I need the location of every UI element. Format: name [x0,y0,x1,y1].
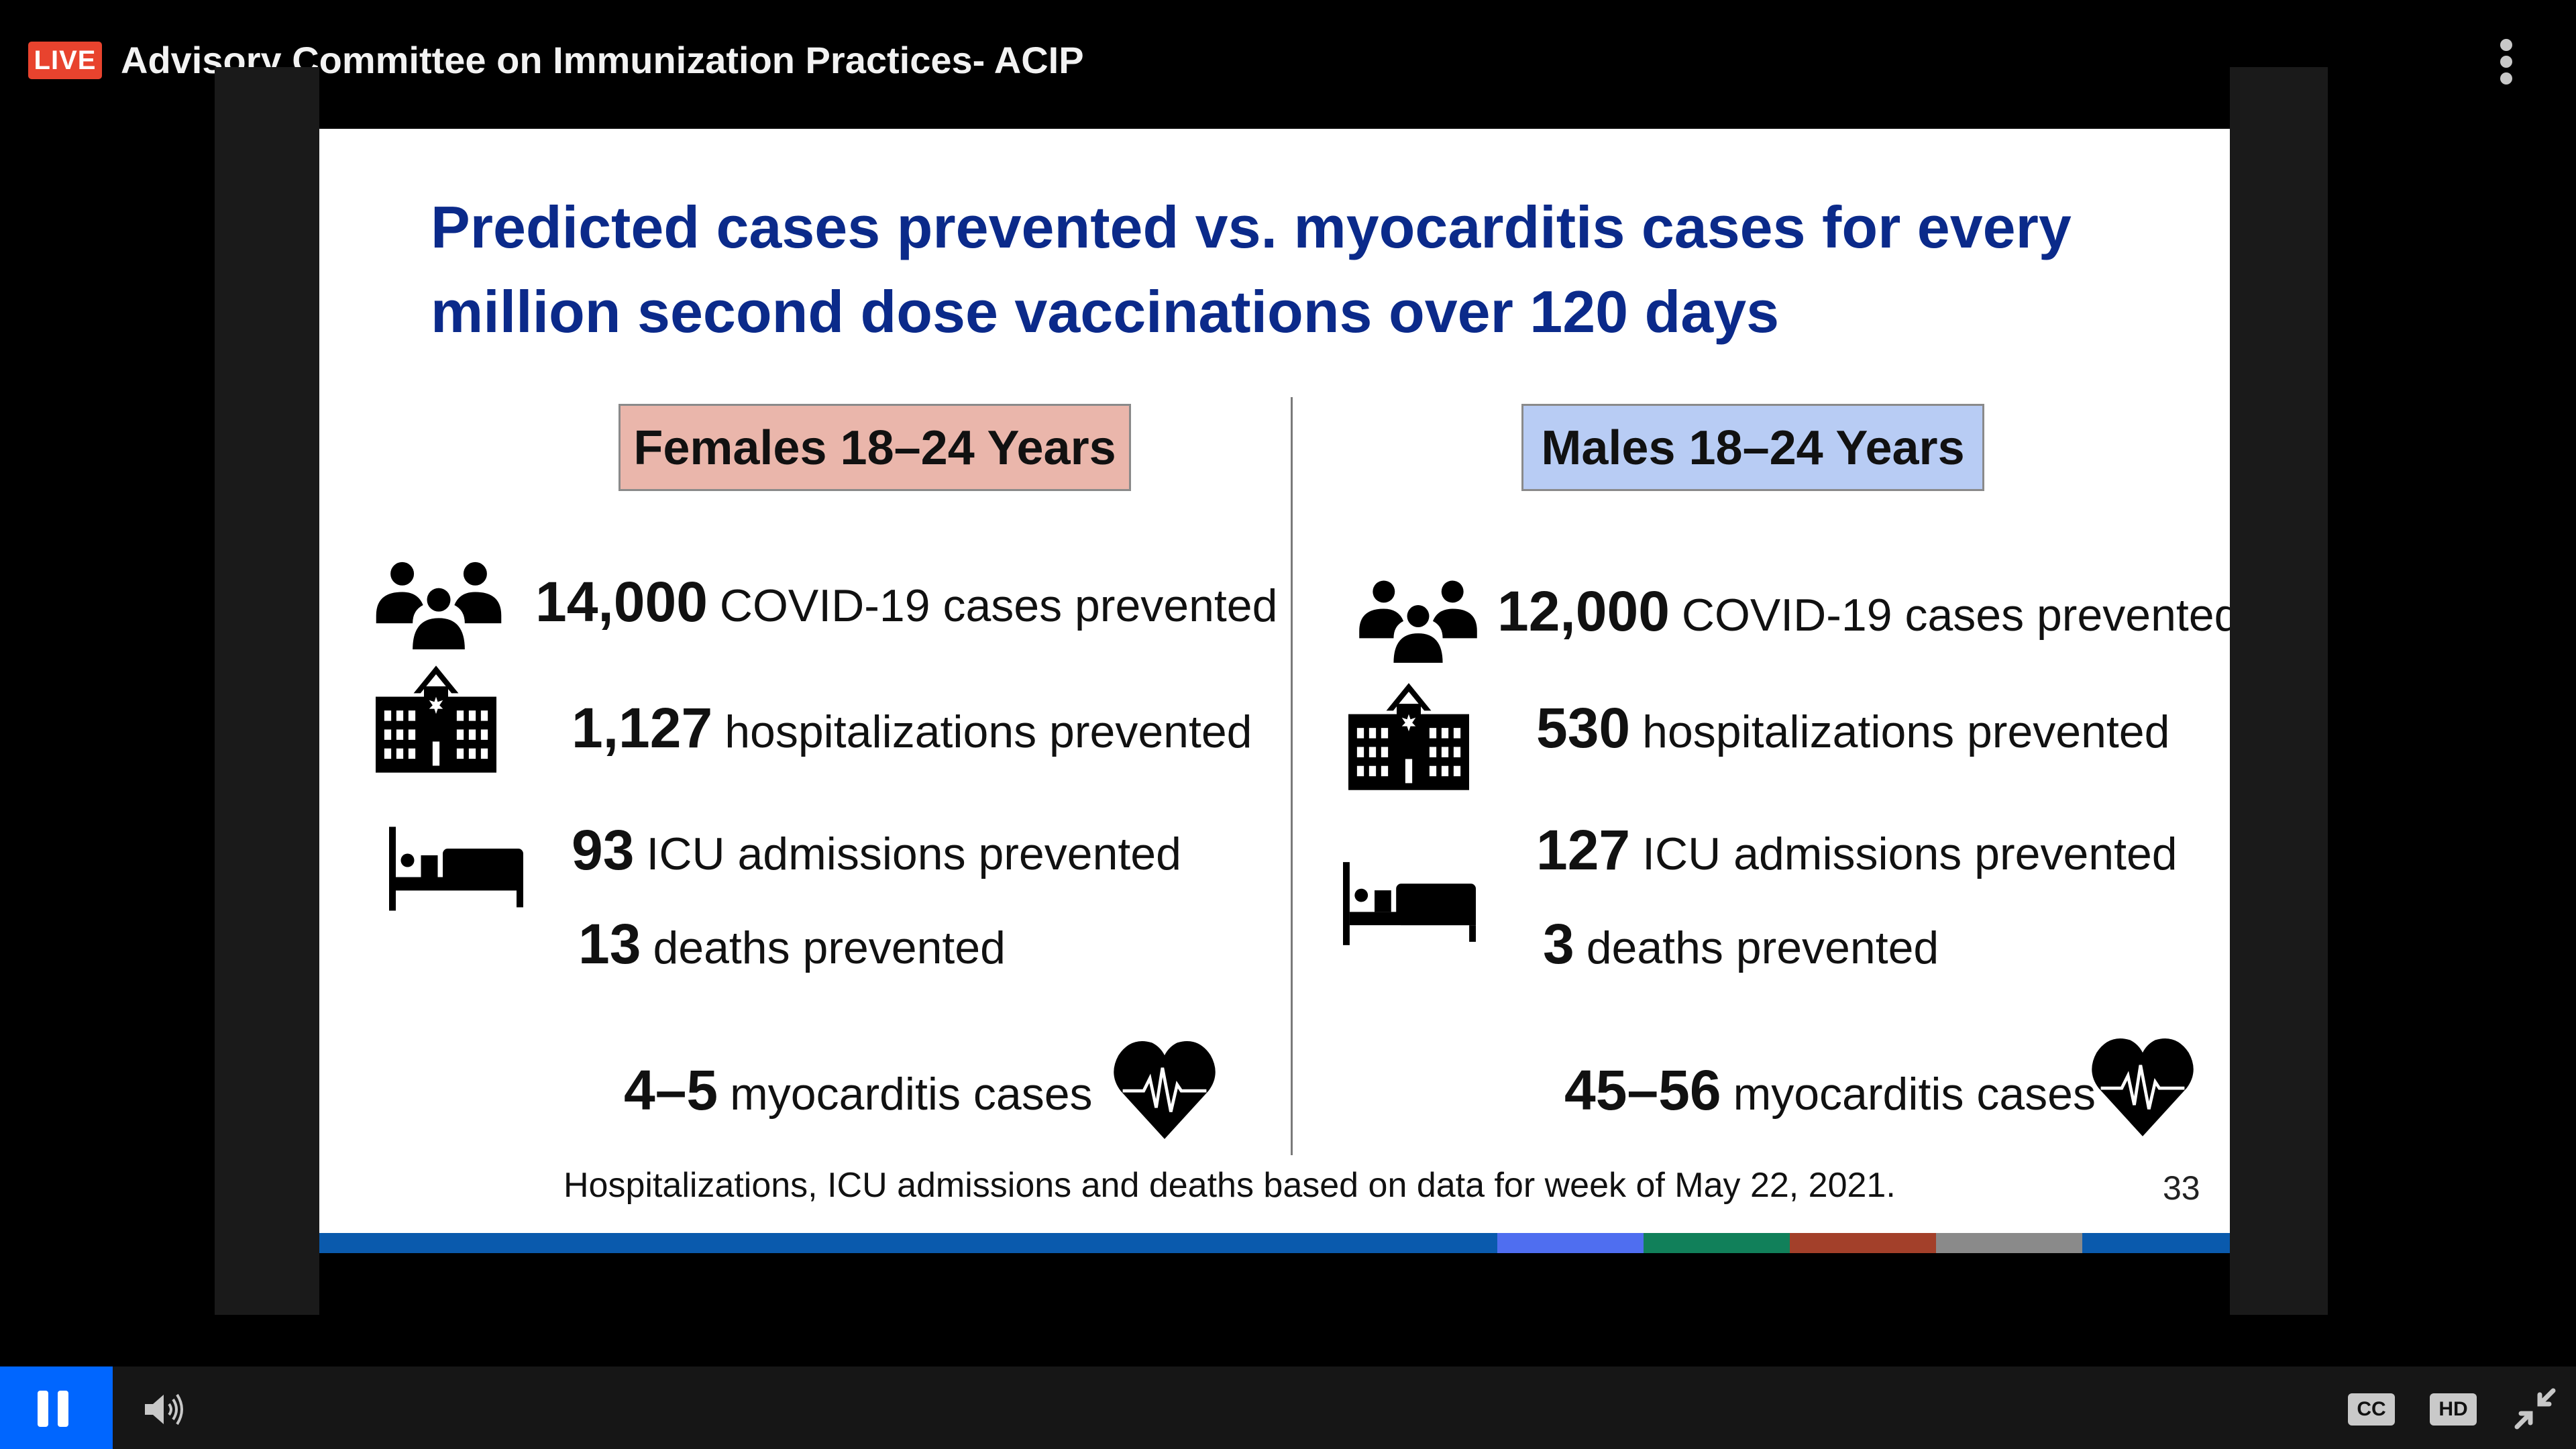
female-myocarditis-value: 4–5 [624,1059,718,1122]
male-cases-value: 12,000 [1497,580,1670,643]
male-myocarditis-label: myocarditis cases [1733,1069,2096,1120]
hospital-icon [376,665,496,773]
slide-title: Predicted cases prevented vs. myocarditi… [431,185,2175,354]
males-group-label: Males 18–24 Years [1521,404,1984,491]
video-letterbox-left [215,67,319,1315]
exit-fullscreen-icon [2514,1388,2556,1430]
slide-title-line-1: Predicted cases prevented vs. myocarditi… [431,194,2072,260]
female-hospitalizations-row: 1,127 hospitalizations prevented [572,698,1252,762]
male-cases-label: COVID-19 cases prevented [1681,590,2230,641]
more-vertical-icon-dot [2500,72,2512,85]
females-group-label: Females 18–24 Years [619,404,1131,491]
hospital-bed-icon [389,826,523,911]
female-cases-label: COVID-19 cases prevented [719,580,1278,631]
live-badge: LIVE [28,42,102,79]
male-icu-row: 127 ICU admissions prevented [1536,820,2178,884]
female-cases-value: 14,000 [535,570,708,633]
female-icu-label: ICU admissions prevented [646,828,1181,879]
male-myocarditis-value: 45–56 [1564,1059,1721,1122]
hd-quality-button[interactable]: HD [2430,1393,2477,1426]
exit-fullscreen-button[interactable] [2512,1387,2559,1431]
presentation-slide: Predicted cases prevented vs. myocarditi… [319,129,2230,1253]
slide-color-strip [319,1233,2230,1253]
male-cases-row: 12,000 COVID-19 cases prevented [1497,581,2230,645]
column-divider [1291,397,1293,1155]
volume-button[interactable] [142,1391,189,1428]
female-deaths-value: 13 [578,912,641,975]
slide-page-number: 33 [2163,1169,2200,1207]
male-icu-label: ICU admissions prevented [1642,828,2178,879]
female-deaths-row: 13 deaths prevented [578,914,1006,978]
male-deaths-label: deaths prevented [1586,922,1939,973]
closed-captions-button[interactable]: CC [2348,1393,2395,1426]
female-myocarditis-label: myocarditis cases [730,1069,1093,1120]
female-icu-row: 93 ICU admissions prevented [572,820,1181,884]
strip-segment [1644,1233,1790,1253]
male-hospitalizations-row: 530 hospitalizations prevented [1536,698,2169,762]
female-myocarditis-row: 4–5 myocarditis cases [624,1060,1093,1124]
hospital-icon [1348,683,1469,790]
more-vertical-icon-dot [2500,56,2512,68]
female-hospitalizations-value: 1,127 [572,696,713,759]
male-hospitalizations-label: hospitalizations prevented [1642,706,2170,757]
video-letterbox-right [2230,67,2328,1315]
strip-segment [1936,1233,2082,1253]
pause-icon-bar [58,1391,68,1427]
slide-title-line-2: million second dose vaccinations over 12… [431,278,1780,345]
heart-pulse-icon [2090,1036,2195,1136]
female-hospitalizations-label: hospitalizations prevented [724,706,1252,757]
player-controls: CC HD [0,1366,2576,1449]
female-icu-value: 93 [572,818,635,881]
volume-icon [145,1393,183,1426]
strip-segment [1790,1233,1936,1253]
player-header: LIVE Advisory Committee on Immunization … [0,0,2576,121]
pause-button[interactable] [0,1366,113,1449]
more-vertical-icon [2500,39,2512,51]
male-hospitalizations-value: 530 [1536,696,1631,759]
strip-segment [319,1233,1497,1253]
female-deaths-label: deaths prevented [653,922,1006,973]
heart-pulse-icon [1112,1038,1217,1139]
male-deaths-value: 3 [1543,912,1574,975]
male-deaths-row: 3 deaths prevented [1543,914,1939,978]
male-icu-value: 127 [1536,818,1631,881]
more-options-button[interactable] [2494,35,2518,89]
male-myocarditis-row: 45–56 myocarditis cases [1564,1060,2096,1124]
people-group-icon [1352,577,1484,663]
strip-segment [1497,1233,1644,1253]
slide-footnote: Hospitalizations, ICU admissions and dea… [564,1166,1896,1205]
female-cases-row: 14,000 COVID-19 cases prevented [535,572,1277,636]
hospital-bed-icon [1343,861,1476,946]
people-group-icon [373,558,504,649]
strip-segment [2082,1233,2230,1253]
pause-icon [38,1391,48,1427]
